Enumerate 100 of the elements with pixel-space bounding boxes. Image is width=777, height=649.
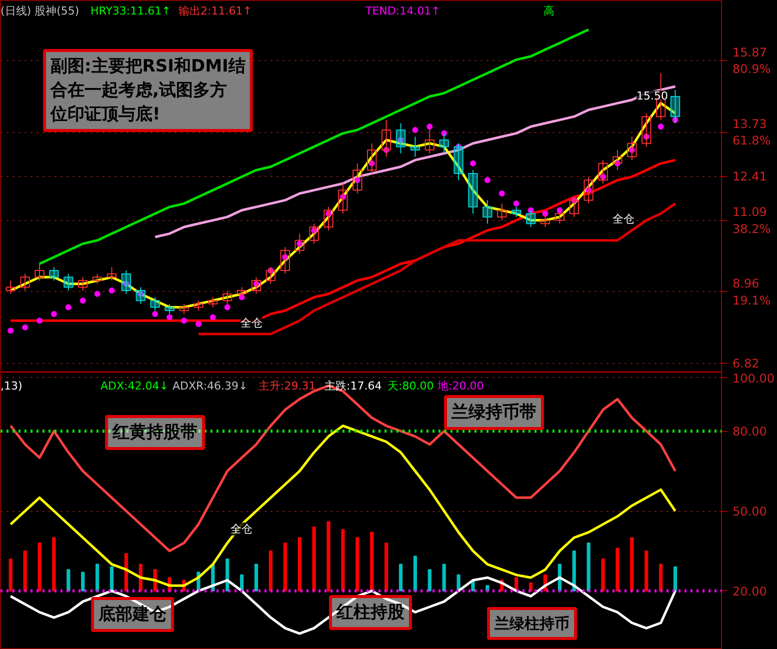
point — [181, 318, 187, 324]
bar — [96, 564, 100, 592]
candlestick — [179, 303, 189, 314]
point — [658, 124, 664, 130]
point — [22, 324, 28, 330]
candlestick — [164, 303, 174, 314]
bar — [659, 564, 663, 592]
bar — [326, 521, 330, 592]
point — [210, 314, 216, 320]
candlestick — [482, 200, 492, 224]
candlestick — [410, 136, 420, 158]
bar — [8, 558, 12, 592]
point — [50, 310, 57, 317]
bar — [254, 564, 258, 592]
y-tick-label: 11.09 38.2% — [732, 205, 771, 236]
point — [224, 304, 230, 310]
candlestick — [106, 266, 117, 282]
annotation: 红柱持股 — [336, 602, 406, 622]
candlestick — [49, 266, 59, 282]
annotation: 输出2:11.61↑ — [178, 4, 252, 18]
annotation: 全仓 — [240, 316, 262, 330]
candlestick — [20, 273, 30, 292]
y-tick-label: 6.82 — [732, 356, 760, 370]
line-series — [9, 424, 677, 587]
y-tick-label: 20.00 — [732, 584, 767, 598]
point — [513, 200, 520, 207]
point — [36, 318, 43, 324]
candlestick — [64, 273, 74, 292]
bar — [673, 566, 678, 592]
bar — [442, 564, 446, 592]
candlestick — [92, 273, 102, 284]
y-tick-label: 13.73 61.8% — [732, 116, 771, 148]
point — [8, 328, 14, 334]
bar — [38, 542, 42, 592]
bar — [23, 550, 27, 592]
annotation: ,13) — [0, 380, 22, 392]
annotation: 主升:29.31 — [258, 380, 316, 392]
bar — [370, 532, 374, 592]
point — [80, 298, 86, 304]
bar — [630, 537, 634, 592]
annotation: 天:80.00 — [388, 380, 434, 392]
point — [470, 160, 476, 166]
bar — [356, 537, 360, 592]
candlestick — [194, 300, 204, 312]
annotation: 兰绿持币带 — [450, 402, 536, 422]
point — [195, 321, 202, 327]
annotation: ADX:42.04↓ — [100, 380, 168, 392]
bar — [601, 558, 605, 592]
y-tick-label: 12.41 — [732, 169, 767, 184]
point — [484, 177, 490, 184]
bar — [413, 556, 417, 592]
candlestick — [6, 280, 16, 294]
bar — [81, 572, 85, 592]
bar — [341, 529, 345, 592]
annotation: 全仓 — [230, 522, 252, 536]
annotation: 高 — [544, 4, 554, 18]
y-tick-label: 8.96 19.1% — [732, 276, 771, 308]
candlestick — [34, 263, 44, 282]
point — [108, 288, 115, 294]
bar — [268, 550, 272, 592]
bar — [586, 542, 590, 592]
bar — [428, 569, 432, 592]
line-series — [9, 576, 677, 635]
candlestick — [497, 203, 507, 221]
y-tick-label: 15.87 80.9% — [732, 45, 771, 76]
y-tick-label: 50.00 — [732, 504, 767, 518]
annotation: HRY33:11.61↑ — [90, 4, 171, 18]
bar — [398, 564, 403, 592]
bar — [110, 566, 114, 592]
annotation: 副图:主要把RSI和DMI结合在一起考虑,试图多方位印证顶与底! — [50, 56, 246, 124]
point — [498, 190, 505, 197]
line-series — [197, 202, 677, 336]
candlestick — [222, 290, 232, 304]
bar — [384, 542, 388, 592]
bar — [52, 537, 56, 592]
annotation: ADXR:46.39↓ — [172, 380, 248, 392]
candlestick — [78, 276, 88, 292]
y-tick-label: 80.00 — [732, 424, 767, 439]
point — [94, 290, 100, 297]
point — [166, 314, 173, 320]
bar — [283, 542, 287, 592]
candlestick — [208, 296, 218, 308]
annotation: 底部建仓 — [98, 604, 168, 624]
bar — [528, 582, 533, 592]
annotation: 兰绿柱持币 — [494, 614, 570, 632]
point — [412, 126, 418, 133]
point — [152, 310, 158, 317]
bar — [66, 569, 70, 592]
annotation: 红黄持股带 — [112, 422, 198, 442]
candlestick — [468, 170, 478, 214]
annotation: 地:20.00 — [436, 380, 484, 392]
annotation: (日线) 股神(55) — [0, 4, 80, 18]
annotation: 15.50 — [636, 90, 668, 102]
bar — [312, 526, 316, 592]
bar — [616, 548, 620, 592]
bar — [572, 550, 576, 592]
bar — [298, 537, 302, 592]
annotation: TEND:14.01↑ — [364, 4, 440, 18]
bar — [644, 550, 648, 592]
y-tick-label: 100.00 — [732, 371, 774, 386]
